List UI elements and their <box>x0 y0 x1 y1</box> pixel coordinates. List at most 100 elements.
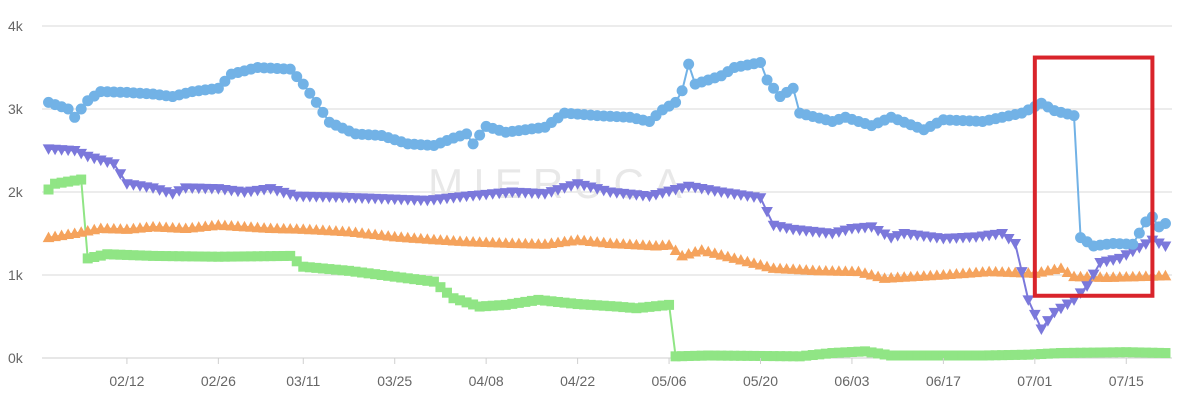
data-point <box>787 82 799 94</box>
data-point <box>447 193 460 204</box>
data-point <box>872 270 884 282</box>
data-point <box>833 227 845 238</box>
data-point <box>434 194 447 205</box>
data-point <box>435 282 446 293</box>
x-tick-label: 03/11 <box>286 373 320 389</box>
data-point <box>291 71 303 83</box>
data-point <box>545 187 558 198</box>
y-axis: 0k 1k 2k 3k 4k <box>8 18 24 366</box>
data-point <box>859 267 871 278</box>
data-point <box>852 223 865 234</box>
data-point <box>69 111 81 123</box>
data-point <box>754 57 766 69</box>
data-point <box>1159 218 1171 230</box>
data-point <box>826 229 839 240</box>
data-point <box>970 232 982 243</box>
data-point <box>43 184 54 195</box>
data-point <box>721 250 734 262</box>
data-point <box>258 185 270 196</box>
data-point <box>1127 238 1139 250</box>
data-point <box>251 185 264 197</box>
data-point <box>989 229 1002 241</box>
data-point <box>291 256 302 267</box>
data-point <box>715 249 728 260</box>
data-point <box>441 193 453 205</box>
data-point <box>1133 227 1145 239</box>
series-layer <box>42 57 1172 362</box>
data-point <box>885 233 897 244</box>
data-point <box>669 185 682 196</box>
data-point <box>1035 324 1048 335</box>
data-point <box>212 82 224 94</box>
data-point <box>539 189 551 200</box>
data-point <box>839 225 852 237</box>
data-point <box>1120 250 1133 261</box>
data-point <box>754 259 767 270</box>
data-point <box>173 186 186 197</box>
data-point <box>428 195 440 206</box>
x-tick-label: 07/01 <box>1017 373 1052 389</box>
data-point <box>108 159 120 170</box>
data-point <box>297 78 309 90</box>
data-point <box>238 187 251 199</box>
data-point <box>486 189 499 200</box>
data-point <box>735 254 747 265</box>
data-point <box>428 276 439 287</box>
watermark-layer: MIERUCA <box>428 160 692 207</box>
y-tick-label: 1k <box>8 267 24 283</box>
data-point <box>683 58 695 70</box>
data-point <box>1107 255 1120 266</box>
data-point <box>467 138 479 150</box>
data-point <box>761 74 773 86</box>
data-point <box>768 82 780 94</box>
data-point <box>643 191 656 203</box>
data-point <box>1022 295 1035 306</box>
data-point <box>356 227 368 238</box>
x-tick-label: 04/08 <box>469 373 504 389</box>
data-point <box>343 225 355 237</box>
y-tick-label: 4k <box>8 18 24 34</box>
data-point <box>1068 110 1080 122</box>
data-point <box>1159 269 1172 281</box>
y-tick-label: 3k <box>8 101 24 117</box>
data-point <box>454 192 466 203</box>
series-2 <box>42 219 1172 283</box>
data-point <box>62 103 74 115</box>
x-tick-label: 04/22 <box>560 373 595 389</box>
data-point <box>480 189 493 201</box>
data-point <box>741 255 754 267</box>
data-point <box>349 226 362 238</box>
series-1 <box>42 144 1172 335</box>
data-point <box>375 229 388 240</box>
data-point <box>1159 241 1172 252</box>
data-point <box>1061 299 1074 311</box>
data-point <box>708 247 721 258</box>
data-point <box>571 234 584 245</box>
data-point <box>728 252 741 263</box>
data-point <box>1055 303 1067 315</box>
data-point <box>565 181 577 192</box>
highlight-box <box>1032 55 1155 298</box>
data-point <box>670 96 682 108</box>
data-point <box>474 129 486 141</box>
data-point <box>676 85 688 97</box>
data-point <box>304 87 316 99</box>
watermark-text: MIERUCA <box>428 160 692 207</box>
data-point <box>285 250 296 261</box>
data-point <box>976 231 989 243</box>
data-point <box>584 235 597 246</box>
data-point <box>591 236 604 247</box>
series-3 <box>43 174 1171 362</box>
data-point <box>702 245 715 257</box>
data-point <box>1081 281 1093 292</box>
data-point <box>245 186 257 198</box>
highlight-layer <box>1032 55 1155 298</box>
data-point <box>382 230 395 241</box>
data-point <box>1074 288 1087 299</box>
data-point <box>1160 348 1171 359</box>
data-point <box>754 193 767 204</box>
x-axis: 02/12 02/26 03/11 03/25 04/08 04/22 05/06 05/20… <box>109 358 1144 389</box>
data-point <box>748 257 760 268</box>
data-point <box>362 227 375 239</box>
